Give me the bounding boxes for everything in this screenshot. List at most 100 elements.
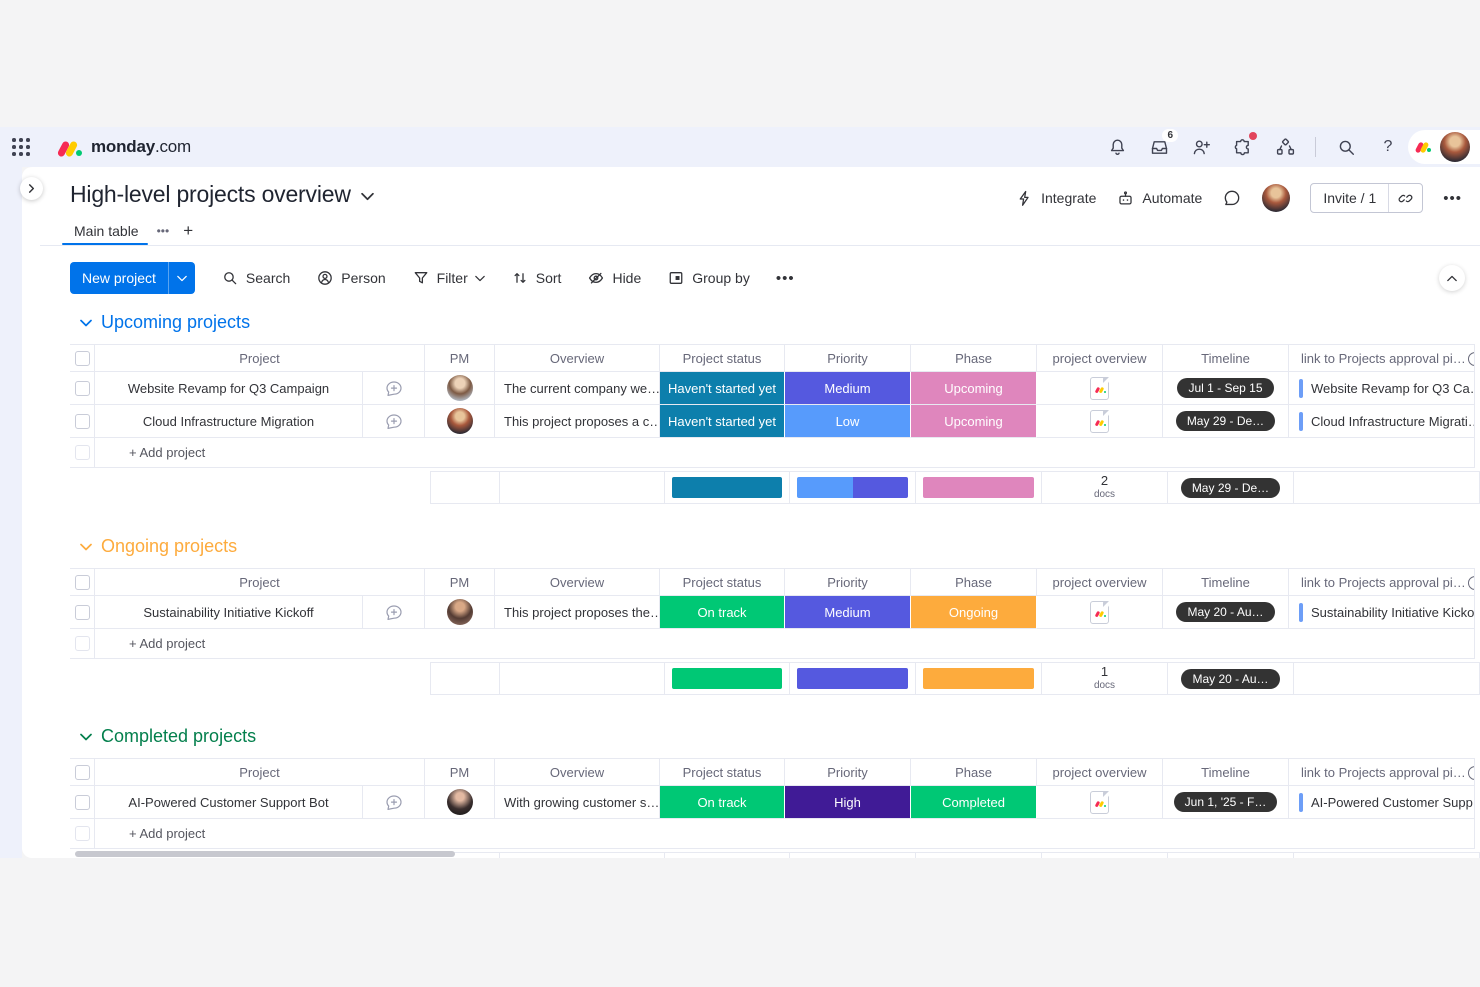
add-view-button[interactable]: + [183,221,194,240]
monday-logo[interactable]: monday.com [56,137,191,158]
inbox-icon[interactable]: 6 [1147,129,1178,159]
project-name-cell[interactable]: Cloud Infrastructure Migration [95,405,363,438]
pm-avatar[interactable] [446,375,473,401]
toolbar-menu-button[interactable]: ••• [775,269,795,287]
doc-icon[interactable] [1090,409,1109,433]
column-header-timeline[interactable]: Timeline [1163,758,1289,786]
column-header-project-overview[interactable]: project overview [1037,568,1163,596]
integrate-button[interactable]: Integrate [1015,189,1096,208]
row-checkbox[interactable] [74,604,90,620]
search-button[interactable]: Search [221,269,290,287]
collapse-header-button[interactable] [1439,265,1465,291]
status-cell[interactable]: On track [660,786,785,819]
help-icon[interactable]: ? [1383,138,1393,155]
group-title-upcoming[interactable]: Upcoming projects [80,312,250,333]
column-header-link[interactable]: link to Projects approval pi… [1289,344,1475,372]
timeline-cell[interactable]: May 29 - De… [1163,405,1289,438]
pm-avatar[interactable] [446,599,473,625]
pm-avatar[interactable] [446,408,473,434]
column-header-priority[interactable]: Priority [785,758,911,786]
invite-button[interactable]: Invite / 1 [1323,190,1377,206]
link-cell[interactable]: Website Revamp for Q3 Ca… [1289,372,1475,405]
automate-button[interactable]: Automate [1116,189,1202,208]
pm-cell[interactable] [425,372,495,405]
overview-cell[interactable]: The current company we… [495,372,660,405]
status-cell[interactable]: On track [660,596,785,629]
column-header-phase[interactable]: Phase [911,758,1037,786]
select-all-checkbox[interactable] [74,764,90,780]
expand-sidebar-button[interactable] [20,177,43,200]
project-name-cell[interactable]: AI-Powered Customer Support Bot [95,786,363,819]
column-header-status[interactable]: Project status [660,758,785,786]
column-settings-icon[interactable] [1468,766,1474,780]
filter-button[interactable]: Filter [412,269,485,287]
timeline-summary-cell[interactable]: May 29 - De… [1168,471,1294,504]
column-header-project[interactable]: Project [95,758,425,786]
row-checkbox[interactable] [74,380,90,396]
column-header-priority[interactable]: Priority [785,568,911,596]
pm-cell[interactable] [425,596,495,629]
column-header-phase[interactable]: Phase [911,344,1037,372]
phase-cell[interactable]: Upcoming [911,405,1037,438]
priority-cell[interactable]: Medium [785,372,911,405]
horizontal-scrollbar-thumb[interactable] [75,851,455,857]
project-overview-doc-cell[interactable] [1037,405,1163,438]
timeline-cell[interactable]: Jul 1 - Sep 15 [1163,372,1289,405]
doc-icon[interactable] [1090,376,1109,400]
open-conversation-icon[interactable] [363,405,425,438]
search-icon[interactable] [1334,135,1358,159]
apps-marketplace-icon[interactable] [1231,132,1257,159]
column-header-status[interactable]: Project status [660,344,785,372]
priority-cell[interactable]: High [785,786,911,819]
column-header-pm[interactable]: PM [425,344,495,372]
status-summary-cell[interactable] [665,471,790,504]
phase-summary-cell[interactable] [916,471,1042,504]
phase-cell[interactable]: Ongoing [911,596,1037,629]
link-cell[interactable]: Cloud Infrastructure Migrati… [1289,405,1475,438]
copy-link-icon[interactable] [1388,184,1422,212]
timeline-cell[interactable]: May 20 - Au… [1163,596,1289,629]
priority-summary-cell[interactable] [790,662,916,695]
group-by-button[interactable]: Group by [667,269,750,287]
new-project-button[interactable]: New project [70,262,195,294]
phase-cell[interactable]: Upcoming [911,372,1037,405]
column-header-timeline[interactable]: Timeline [1163,344,1289,372]
project-overview-doc-cell[interactable] [1037,786,1163,819]
board-title[interactable]: High-level projects overview [70,181,374,208]
phase-cell[interactable]: Completed [911,786,1037,819]
timeline-cell[interactable]: Jun 1, '25 - F… [1163,786,1289,819]
person-filter-button[interactable]: Person [316,269,386,287]
sort-button[interactable]: Sort [511,269,561,287]
doc-icon[interactable] [1090,600,1109,624]
column-settings-icon[interactable] [1468,576,1474,590]
priority-cell[interactable]: Low [785,405,911,438]
column-settings-icon[interactable] [1468,352,1474,366]
column-header-status[interactable]: Project status [660,568,785,596]
new-project-dropdown[interactable] [169,275,195,282]
column-header-phase[interactable]: Phase [911,568,1037,596]
row-checkbox[interactable] [74,794,90,810]
overview-cell[interactable]: This project proposes a c… [495,405,660,438]
group-title-ongoing[interactable]: Ongoing projects [80,536,237,557]
board-chat-icon[interactable] [1222,188,1242,208]
column-header-pm[interactable]: PM [425,758,495,786]
overview-cell[interactable]: This project proposes the… [495,596,660,629]
pm-avatar[interactable] [446,789,473,815]
group-title-completed[interactable]: Completed projects [80,726,256,747]
open-conversation-icon[interactable] [363,596,425,629]
invite-members-icon[interactable] [1189,135,1213,159]
column-header-project-overview[interactable]: project overview [1037,758,1163,786]
column-header-link[interactable]: link to Projects approval pi… [1289,758,1475,786]
open-conversation-icon[interactable] [363,372,425,405]
link-cell[interactable]: AI-Powered Customer Supp… [1289,786,1475,819]
add-project-button[interactable]: + Add project [95,819,1475,849]
column-header-overview[interactable]: Overview [495,344,660,372]
status-cell[interactable]: Haven't started yet [660,372,785,405]
column-header-priority[interactable]: Priority [785,344,911,372]
row-checkbox[interactable] [74,413,90,429]
board-owner-avatar[interactable] [1262,184,1291,212]
select-all-checkbox[interactable] [74,574,90,590]
column-header-pm[interactable]: PM [425,568,495,596]
doc-icon[interactable] [1090,790,1109,814]
apps-grid-icon[interactable] [10,136,32,158]
